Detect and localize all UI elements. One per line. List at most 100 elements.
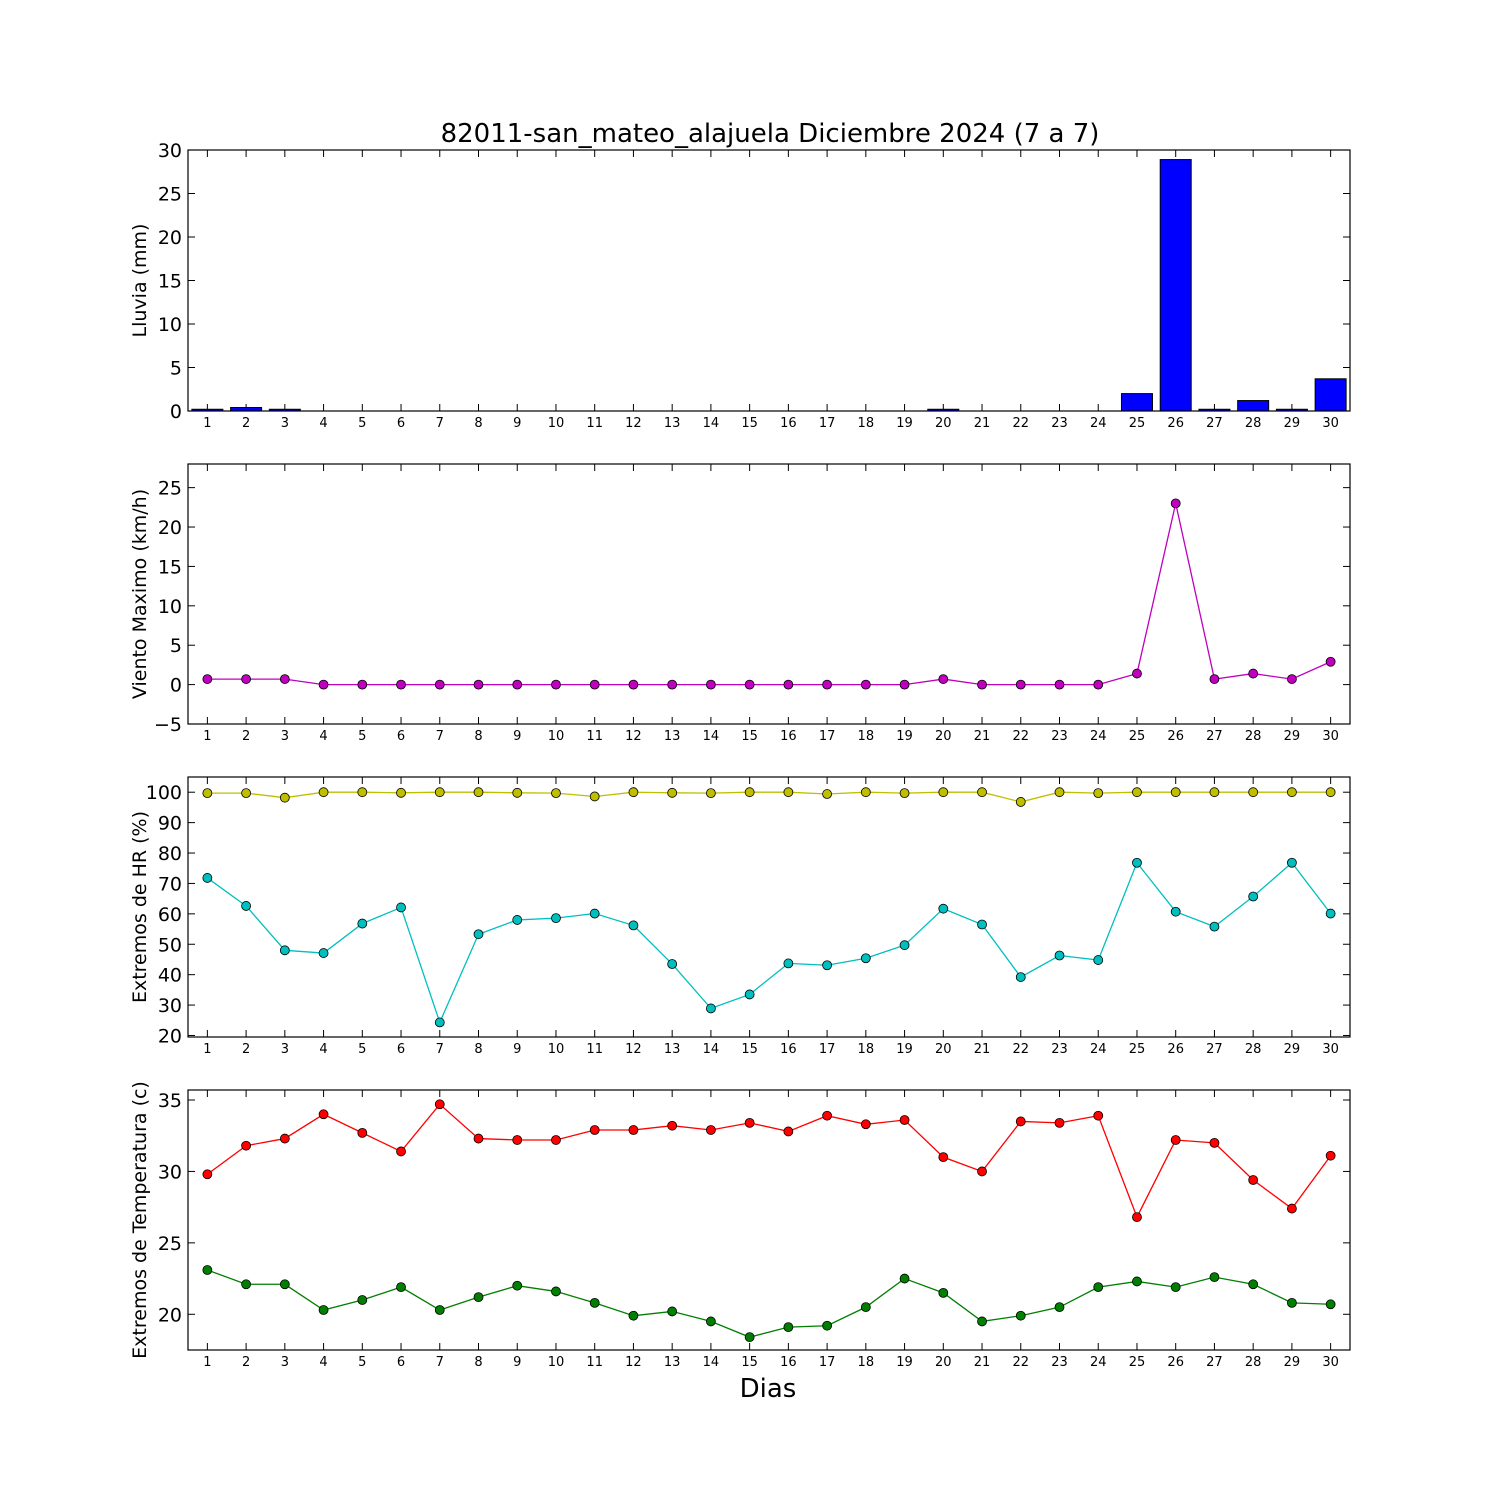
x-tick-label: 18 xyxy=(858,729,875,744)
temperature-data-point xyxy=(512,1280,523,1291)
y-tick-label: 70 xyxy=(158,873,182,895)
rain-bar xyxy=(1120,393,1153,412)
temperature-data-point xyxy=(977,1166,987,1177)
y-tick-label: 20 xyxy=(158,1304,182,1326)
humidity-data-point xyxy=(1287,787,1297,798)
x-tick-label: 5 xyxy=(358,1042,366,1057)
wind-data-point xyxy=(628,679,639,690)
plot-frame xyxy=(187,776,1351,1038)
x-tick-label: 2 xyxy=(242,1042,250,1057)
x-tick-label: 3 xyxy=(281,729,289,744)
temperature-data-point xyxy=(1170,1282,1181,1293)
humidity-data-point xyxy=(396,902,406,913)
wind-data-point xyxy=(1209,674,1220,684)
humidity-data-point xyxy=(318,948,329,958)
temperature-data-point xyxy=(1093,1110,1104,1121)
x-tick-label: 26 xyxy=(1167,729,1184,744)
x-tick-label: 21 xyxy=(974,1042,991,1057)
x-tick-label: 3 xyxy=(281,1042,289,1057)
x-tick-label: 28 xyxy=(1245,729,1262,744)
humidity-data-point xyxy=(1132,857,1142,868)
y-tick-label: 90 xyxy=(158,813,182,835)
humidity-data-point xyxy=(899,788,910,799)
x-tick-label: 8 xyxy=(474,416,482,431)
humidity-data-point xyxy=(1015,972,1026,982)
humidity-data-point xyxy=(473,787,484,798)
x-tick-label: 29 xyxy=(1284,1042,1301,1057)
humidity-data-point xyxy=(628,787,639,798)
temperature-data-point xyxy=(1248,1279,1259,1290)
x-tick-label: 15 xyxy=(741,1042,758,1057)
y-tick-label: 30 xyxy=(158,995,182,1017)
y-tick-label: 0 xyxy=(170,675,182,697)
x-tick-label: 8 xyxy=(474,1355,482,1370)
temperature-data-point xyxy=(318,1305,329,1315)
temperature-data-point xyxy=(1209,1137,1220,1148)
x-tick-label: 8 xyxy=(474,729,482,744)
humidity-data-point xyxy=(1132,787,1142,798)
temperature-data-point xyxy=(473,1292,484,1303)
x-tick-label: 26 xyxy=(1167,1355,1184,1370)
temperature-data-point xyxy=(938,1152,949,1163)
temperature-data-point xyxy=(1248,1175,1259,1185)
x-tick-label: 5 xyxy=(358,1355,366,1370)
x-tick-label: 30 xyxy=(1322,416,1339,431)
humidity-data-point xyxy=(357,787,368,798)
wind-data-point xyxy=(202,674,213,684)
temperature-data-point xyxy=(357,1127,368,1138)
x-tick-label: 14 xyxy=(703,1355,720,1370)
x-tick-label: 16 xyxy=(780,729,797,744)
wind-data-point xyxy=(318,679,329,690)
temperature-data-point xyxy=(551,1135,561,1145)
x-tick-label: 20 xyxy=(935,1042,952,1057)
temperature-data-point xyxy=(1209,1272,1220,1283)
wind-data-point xyxy=(1093,679,1104,690)
x-tick-label: 4 xyxy=(319,416,327,431)
x-tick-label: 5 xyxy=(358,416,366,431)
wind-data-point xyxy=(1170,498,1181,509)
humidity-data-point xyxy=(977,919,987,930)
humidity-data-point xyxy=(279,792,290,803)
x-tick-label: 9 xyxy=(513,416,521,431)
humidity-data-point xyxy=(279,945,290,956)
x-tick-label: 27 xyxy=(1206,416,1223,431)
temperature-data-point xyxy=(1325,1299,1336,1310)
x-tick-label: 26 xyxy=(1167,1042,1184,1057)
x-tick-label: 12 xyxy=(625,729,642,744)
temperature-data-point xyxy=(1093,1282,1104,1293)
x-tick-label: 17 xyxy=(819,416,836,431)
x-tick-label: 27 xyxy=(1206,1042,1223,1057)
x-tick-label: 21 xyxy=(974,1355,991,1370)
x-tick-label: 18 xyxy=(858,1042,875,1057)
humidity-data-point xyxy=(241,788,252,799)
wind-data-point xyxy=(279,674,290,684)
humidity-data-point xyxy=(938,787,949,798)
x-tick-label: 17 xyxy=(819,729,836,744)
x-tick-label: 21 xyxy=(974,416,991,431)
wind-data-point xyxy=(783,679,794,690)
y-tick-label: 15 xyxy=(158,556,182,578)
x-tick-label: 24 xyxy=(1090,416,1107,431)
wind-data-point xyxy=(1054,679,1065,690)
temperature-data-point xyxy=(860,1119,871,1130)
x-tick-label: 21 xyxy=(974,729,991,744)
x-tick-label: 14 xyxy=(703,1042,720,1057)
wind-data-point xyxy=(473,679,484,690)
temperature-data-point xyxy=(822,1110,832,1121)
humidity-data-point xyxy=(706,788,716,799)
chart-title: 82011-san_mateo_alajuela Diciembre 2024 … xyxy=(441,119,1100,149)
humidity-data-point xyxy=(977,787,987,798)
y-tick-label: 40 xyxy=(158,965,182,987)
x-tick-label: 17 xyxy=(819,1355,836,1370)
humidity-data-point xyxy=(1209,921,1220,932)
humidity-data-point xyxy=(1287,857,1297,868)
x-tick-label: 30 xyxy=(1322,1355,1339,1370)
x-tick-label: 22 xyxy=(1012,1355,1029,1370)
temperature-data-point xyxy=(1132,1276,1142,1287)
wind-data-point xyxy=(860,679,871,690)
temperature-data-point xyxy=(1054,1117,1065,1128)
y-tick-label: 15 xyxy=(158,271,182,293)
